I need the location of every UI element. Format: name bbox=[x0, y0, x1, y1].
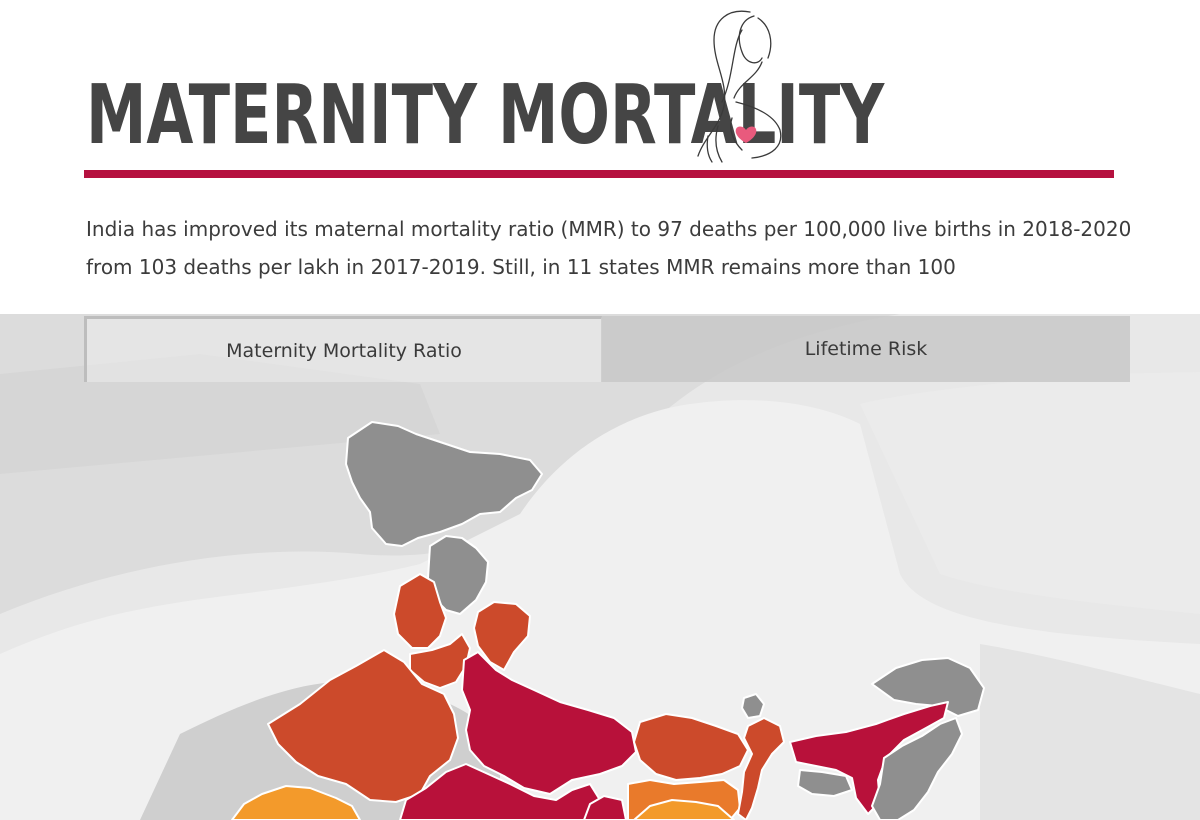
region-punjab[interactable] bbox=[393, 573, 447, 649]
region-madhya-pradesh[interactable] bbox=[399, 763, 601, 820]
heart-icon bbox=[735, 126, 757, 143]
region-meghalaya[interactable] bbox=[797, 769, 853, 797]
tab-lifetime-risk[interactable]: Lifetime Risk bbox=[602, 316, 1130, 382]
background-photo bbox=[0, 314, 1200, 820]
tab-bar: Maternity Mortality Ratio Lifetime Risk bbox=[84, 316, 1130, 382]
intro-text: India has improved its maternal mortalit… bbox=[86, 217, 1132, 279]
india-map bbox=[231, 421, 985, 820]
page-title: MATERNITY MORTALITY bbox=[86, 68, 885, 163]
region-arunachal-pradesh[interactable] bbox=[871, 657, 985, 717]
region-jammu-kashmir-ladakh[interactable] bbox=[345, 421, 543, 547]
region-uttar-pradesh[interactable] bbox=[461, 651, 637, 795]
region-sikkim[interactable] bbox=[741, 693, 765, 719]
region-rajasthan[interactable] bbox=[267, 649, 459, 803]
region-assam[interactable] bbox=[789, 701, 949, 815]
region-odisha[interactable] bbox=[633, 799, 735, 820]
pregnant-woman-icon bbox=[697, 10, 782, 163]
region-uttarakhand[interactable] bbox=[473, 601, 531, 671]
region-northeast-states[interactable] bbox=[871, 717, 963, 820]
region-chhattisgarh[interactable] bbox=[583, 795, 627, 820]
region-west-bengal[interactable] bbox=[737, 717, 785, 820]
header: MATERNITY MORTALITY India has improved i… bbox=[0, 0, 1200, 314]
tab-maternity-mortality-ratio[interactable]: Maternity Mortality Ratio bbox=[84, 316, 602, 382]
title-underline bbox=[84, 170, 1114, 178]
region-bihar[interactable] bbox=[633, 713, 749, 781]
map-panel: Maternity Mortality Ratio Lifetime Risk bbox=[0, 314, 1200, 820]
region-gujarat[interactable] bbox=[231, 785, 361, 820]
